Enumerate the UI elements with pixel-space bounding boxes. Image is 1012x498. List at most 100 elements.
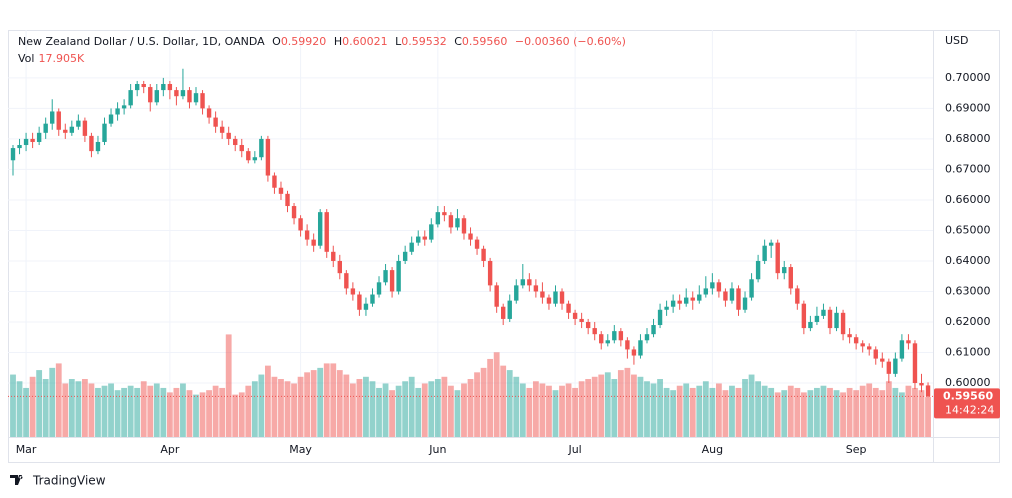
candle-body [134, 84, 140, 91]
grid [8, 30, 933, 437]
candle-body [670, 300, 676, 307]
candle-body [631, 349, 637, 356]
volume-bar [546, 385, 552, 437]
volume-bar [474, 372, 480, 437]
volume-bar [898, 392, 905, 437]
candle-body [494, 285, 499, 307]
candle-body [89, 135, 94, 152]
volume-bar [578, 381, 585, 437]
candle-body [416, 236, 421, 243]
volume-bar [853, 390, 860, 437]
volume-bar [389, 390, 395, 437]
volume-bar [88, 383, 95, 437]
volume-bar [644, 381, 650, 437]
volume-bar [10, 374, 16, 437]
volume-bar [408, 376, 415, 437]
candle-body [768, 242, 774, 246]
volume-bar [206, 390, 212, 437]
x-tick-label: Sep [846, 443, 867, 456]
candle-body [278, 187, 284, 194]
candle-body [324, 212, 329, 252]
candle-body [468, 233, 473, 240]
volume-bar [552, 390, 559, 437]
candle-body [161, 84, 166, 91]
volume-bar [225, 334, 232, 437]
volume-bar [585, 379, 592, 437]
candle-body [886, 361, 892, 374]
volume-bar [663, 387, 670, 437]
volume-bar [827, 387, 833, 437]
candle-body [501, 306, 506, 319]
candle-body [853, 337, 859, 344]
candle-body [357, 294, 362, 310]
volume-bar [794, 387, 801, 437]
brand-name: TradingView [32, 474, 106, 488]
candle-body [272, 175, 277, 188]
candle-body [317, 212, 323, 246]
candle-body [363, 303, 369, 310]
high-value: 0.60021 [342, 35, 388, 48]
volume-bar [500, 365, 507, 437]
legend-line: New Zealand Dollar / U.S. Dollar, 1D, OA… [18, 35, 630, 48]
volume-bar [245, 385, 252, 437]
candle-body [566, 303, 571, 313]
candle-body [572, 312, 578, 319]
candle-body [442, 212, 447, 216]
change-value: −0.00360 (−0.60%) [514, 35, 626, 48]
volume-bar [363, 376, 369, 437]
candle-body [821, 309, 826, 316]
volume-bar [631, 374, 637, 437]
volume-bar [722, 390, 729, 437]
y-tick-label: 0.67000 [945, 162, 991, 175]
volume-bar [598, 374, 605, 437]
candle-body [795, 288, 800, 304]
candle-body [899, 340, 905, 359]
x-tick-label: Jul [567, 443, 581, 456]
candle-body [350, 288, 356, 295]
candle-body [435, 212, 441, 225]
volume-bar [356, 379, 363, 437]
volume-bar [55, 363, 62, 437]
candle-body [840, 312, 846, 335]
volume-bar [807, 390, 814, 437]
volume-bar [395, 385, 402, 437]
volume-bar [611, 379, 618, 437]
volume-bar [866, 383, 873, 437]
candle-body [337, 260, 342, 274]
candle-body [82, 120, 88, 136]
volume-bar [617, 370, 624, 437]
candle-body [559, 291, 565, 304]
candle-body [481, 248, 486, 261]
candle-body [847, 334, 852, 338]
volume-bar [624, 367, 631, 437]
volume-bar [258, 374, 265, 437]
volume-bar [415, 387, 422, 437]
candle-body [219, 126, 225, 133]
volume-bar [421, 383, 428, 437]
candle-body [860, 343, 865, 347]
candle-body [311, 239, 316, 246]
volume-bar [304, 372, 311, 437]
candle-body [788, 267, 793, 289]
volume-bar [265, 365, 271, 437]
volume-bar [526, 387, 533, 437]
volume-legend: Vol 17.905K [18, 52, 88, 65]
candle-body [76, 120, 81, 127]
candle-body [213, 117, 218, 127]
volume-bar [748, 374, 755, 437]
candle-body [625, 340, 630, 350]
volume-bar [114, 390, 121, 437]
candle-body [912, 343, 918, 383]
volume-bar [572, 387, 578, 437]
candle-body [533, 285, 539, 292]
candle-body [585, 321, 591, 329]
x-tick-label: Aug [702, 443, 723, 456]
candle-body [514, 285, 519, 301]
x-tick-label: Apr [160, 443, 180, 456]
candle-body [455, 218, 460, 228]
y-tick-label: 0.65000 [945, 223, 991, 236]
open-key: O [272, 35, 281, 48]
volume-bar [349, 383, 356, 437]
